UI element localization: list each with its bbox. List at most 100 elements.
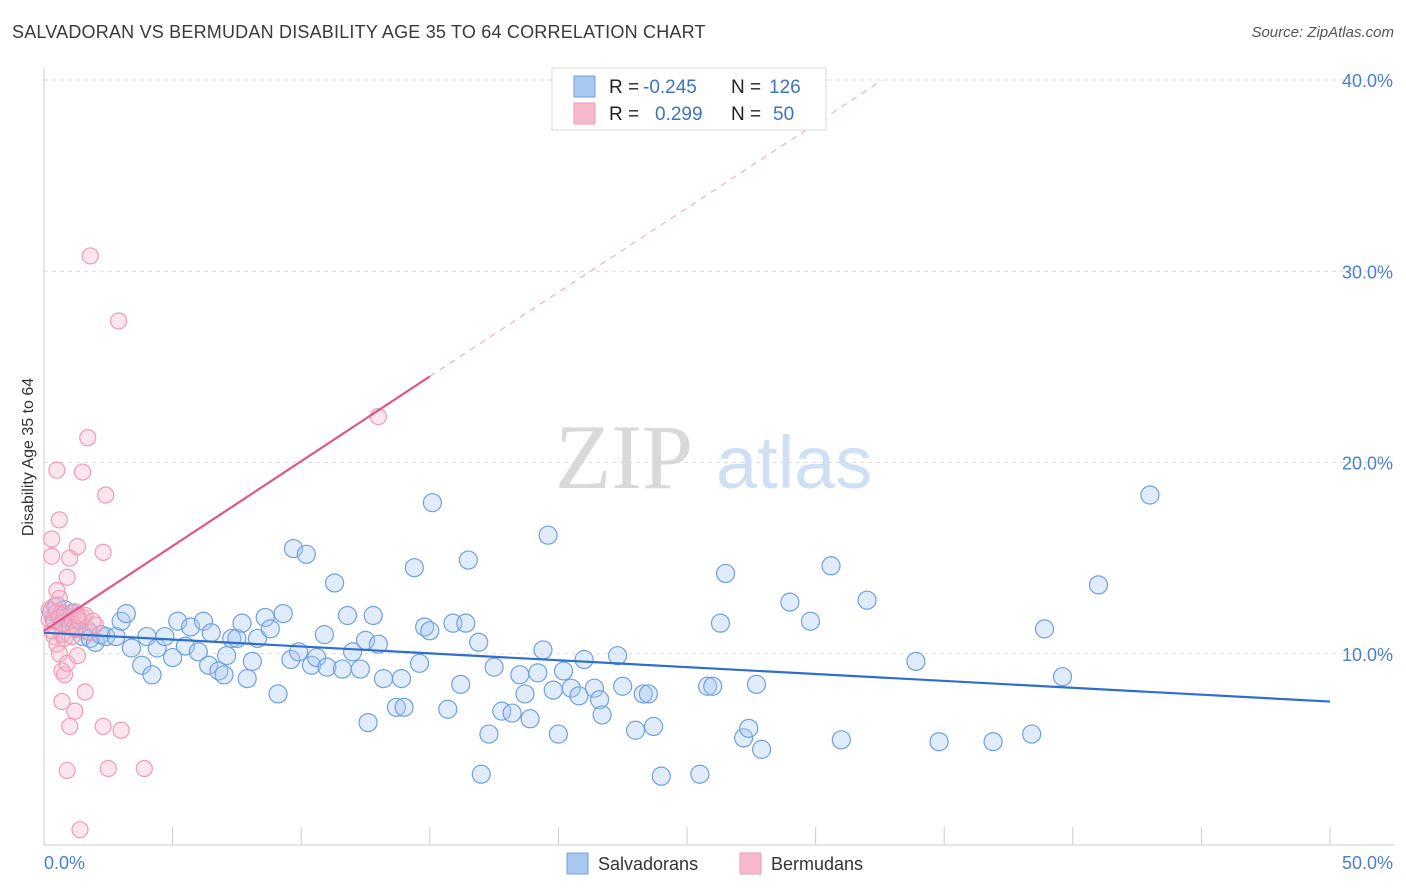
salvadoran-point	[368, 634, 388, 654]
bermudan-point	[68, 647, 87, 665]
salvadoran-point	[574, 649, 594, 670]
bermudan-point	[58, 568, 76, 586]
bermudan-point	[50, 511, 69, 529]
bermudan-point	[94, 717, 112, 736]
salvadoran-point	[163, 647, 183, 668]
salvadoran-point	[1022, 724, 1042, 744]
legend-r-value-2: 0.299	[655, 104, 703, 125]
bermudan-point	[79, 429, 97, 447]
salvadoran-point	[325, 573, 345, 593]
bermudan-point	[48, 461, 66, 479]
legend-box	[551, 67, 827, 131]
watermark-zip: ZIP	[555, 406, 693, 508]
salvadoran-point	[260, 619, 280, 639]
salvadoran-point	[703, 676, 723, 696]
correlation-legend: R = -0.245 N = 126 R = 0.299 N = 50	[551, 67, 827, 131]
salvadoran-point	[561, 678, 581, 698]
salvadoran-point	[201, 623, 221, 643]
bermudan-point	[135, 759, 153, 778]
salvadoran-point	[469, 632, 489, 652]
salvadoran-point	[538, 525, 558, 545]
bermudan-point	[68, 538, 87, 556]
salvadoran-point	[317, 657, 337, 677]
salvadoran-point	[607, 646, 628, 666]
salvadoran-point	[710, 613, 731, 633]
salvadoran-point	[584, 678, 605, 698]
salvadoran-point	[643, 716, 664, 737]
salvadoran-point	[456, 613, 476, 633]
bermudan-point	[53, 692, 71, 711]
salvadoran-point	[625, 720, 646, 740]
salvadoran-point	[553, 661, 574, 681]
salvadoran-point	[458, 550, 478, 570]
legend-n-value-1: 126	[769, 77, 801, 98]
salvadoran-point	[116, 603, 136, 624]
salvadoran-point	[697, 676, 718, 696]
y-tick-label: 40.0%	[1342, 71, 1393, 91]
bermudan-point	[112, 721, 130, 739]
bottom-legend-label-bermudans: Bermudans	[771, 854, 863, 874]
salvadoran-point	[800, 611, 821, 631]
salvadoran-point	[404, 558, 424, 578]
salvadoran-point	[690, 764, 710, 784]
salvadoran-point	[337, 605, 358, 626]
salvadoran-point	[510, 665, 530, 685]
salvadoran-point	[857, 590, 877, 610]
legend-r-label-2: R =	[609, 104, 639, 125]
salvadoran-point	[209, 661, 229, 681]
salvadoran-point	[548, 724, 569, 744]
legend-n-value-2: 50	[773, 104, 794, 125]
salvadoran-point	[142, 665, 162, 685]
salvadoran-trend-line	[43, 631, 1331, 703]
bottom-legend-swatch-salvadorans	[566, 852, 589, 875]
legend-n-label-1: N =	[731, 77, 761, 98]
salvadoran-point	[569, 686, 589, 706]
salvadoran-point	[188, 642, 208, 662]
salvadoran-point	[821, 556, 841, 576]
salvadoran-point	[409, 653, 430, 673]
bottom-legend-swatch-bermudans	[739, 852, 762, 875]
bermudan-point	[76, 683, 94, 701]
bermudan-point	[50, 589, 69, 607]
salvadoran-point	[533, 640, 553, 660]
watermark: ZIP atlas	[555, 406, 872, 508]
salvadoran-point	[199, 655, 219, 675]
salvadoran-point	[193, 611, 214, 631]
salvadoran-point	[633, 684, 653, 704]
legend-n-label-2: N =	[731, 104, 761, 125]
salvadoran-point	[589, 690, 610, 710]
salvadoran-point	[343, 642, 363, 662]
bermudan-point	[86, 616, 105, 634]
y-tick-label: 10.0%	[1342, 645, 1393, 665]
salvadoran-point	[281, 649, 301, 670]
bermudan-point	[99, 759, 117, 778]
salvadoran-point	[373, 669, 394, 689]
legend-swatch-salvadorans	[573, 75, 596, 98]
salvadoran-point	[543, 680, 563, 700]
salvadoran-point	[214, 665, 234, 685]
salvadoran-point	[155, 626, 175, 647]
salvadoran-point	[484, 657, 504, 677]
y-tick-label: 30.0%	[1342, 262, 1393, 282]
source-label: Source: ZipAtlas.com	[1251, 24, 1394, 41]
series-legend: Salvadorans Bermudans	[566, 852, 863, 875]
legend-swatch-bermudans	[573, 102, 596, 125]
salvadoran-point	[242, 651, 262, 672]
salvadoran-point	[1052, 667, 1073, 687]
x-tick-label-max: 50.0%	[1342, 853, 1393, 873]
bermudan-point	[73, 463, 92, 481]
salvadoran-point	[420, 621, 440, 641]
salvadoran-point	[502, 703, 522, 723]
salvadoran-point	[751, 739, 772, 759]
bermudan-point	[81, 247, 99, 265]
salvadoran-point	[415, 617, 435, 637]
salvadoran-point	[746, 674, 767, 694]
salvadoran-point	[237, 669, 257, 689]
salvadoran-point	[350, 659, 370, 679]
legend-r-value-1: -0.245	[643, 77, 697, 98]
x-tick-label-min: 0.0%	[44, 853, 85, 873]
bermudan-point	[66, 702, 84, 720]
salvadoran-point	[132, 655, 152, 675]
salvadoran-point	[314, 625, 334, 645]
